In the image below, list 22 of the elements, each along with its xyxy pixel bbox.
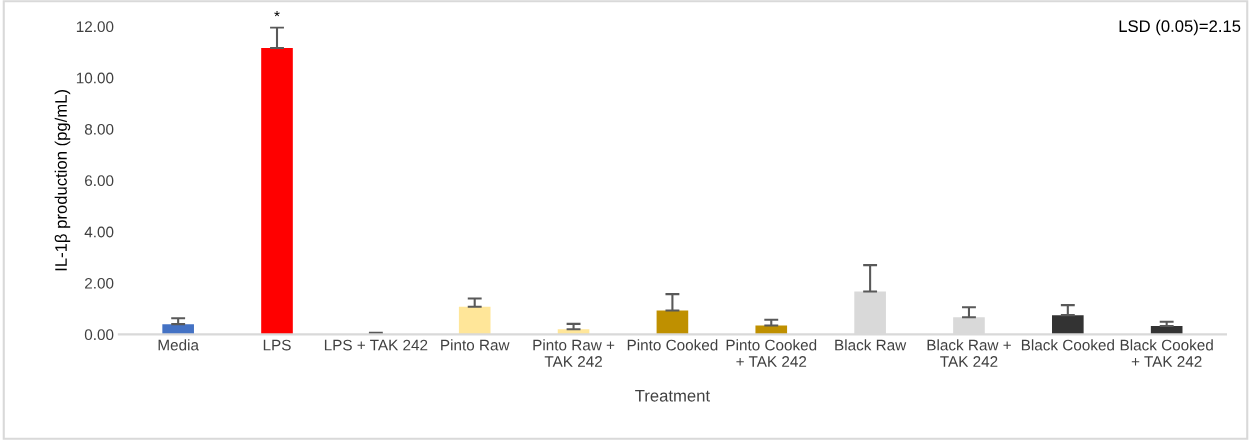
y-tick-label: 12.00 [76,21,114,33]
x-tick-label: Black Cooked + TAK 242 [1120,339,1213,367]
x-tick-label: LPS + TAK 242 [324,339,428,351]
y-tick-label: 10.00 [76,72,114,84]
annotation: * [274,10,280,17]
annotation: LSD (0.05)=2.15 [1119,19,1241,36]
x-tick-label: Pinto Cooked + TAK 242 [726,339,817,367]
y-tick-label: 2.00 [85,277,114,289]
y-tick-label: 8.00 [84,123,114,135]
y-tick-label: 4.00 [84,226,114,238]
x-axis-title: Treatment [635,390,710,402]
y-tick-label: 0.00 [84,329,114,341]
x-tick-label: Black Cooked [1021,339,1114,351]
x-tick-label: LPS [263,339,291,351]
x-tick-label: Media [158,339,199,351]
y-axis-title: IL-1β production (pg/mL) [54,90,71,271]
x-tick-label: Black Raw [835,339,907,351]
x-tick-label: Black Raw + TAK 242 [927,339,1011,367]
x-tick-label: Pinto Cooked [627,339,718,351]
x-tick-label: Pinto Raw [441,339,510,351]
x-tick-label: Pinto Raw + TAK 242 [533,339,615,367]
y-tick-label: 6.00 [85,175,114,187]
